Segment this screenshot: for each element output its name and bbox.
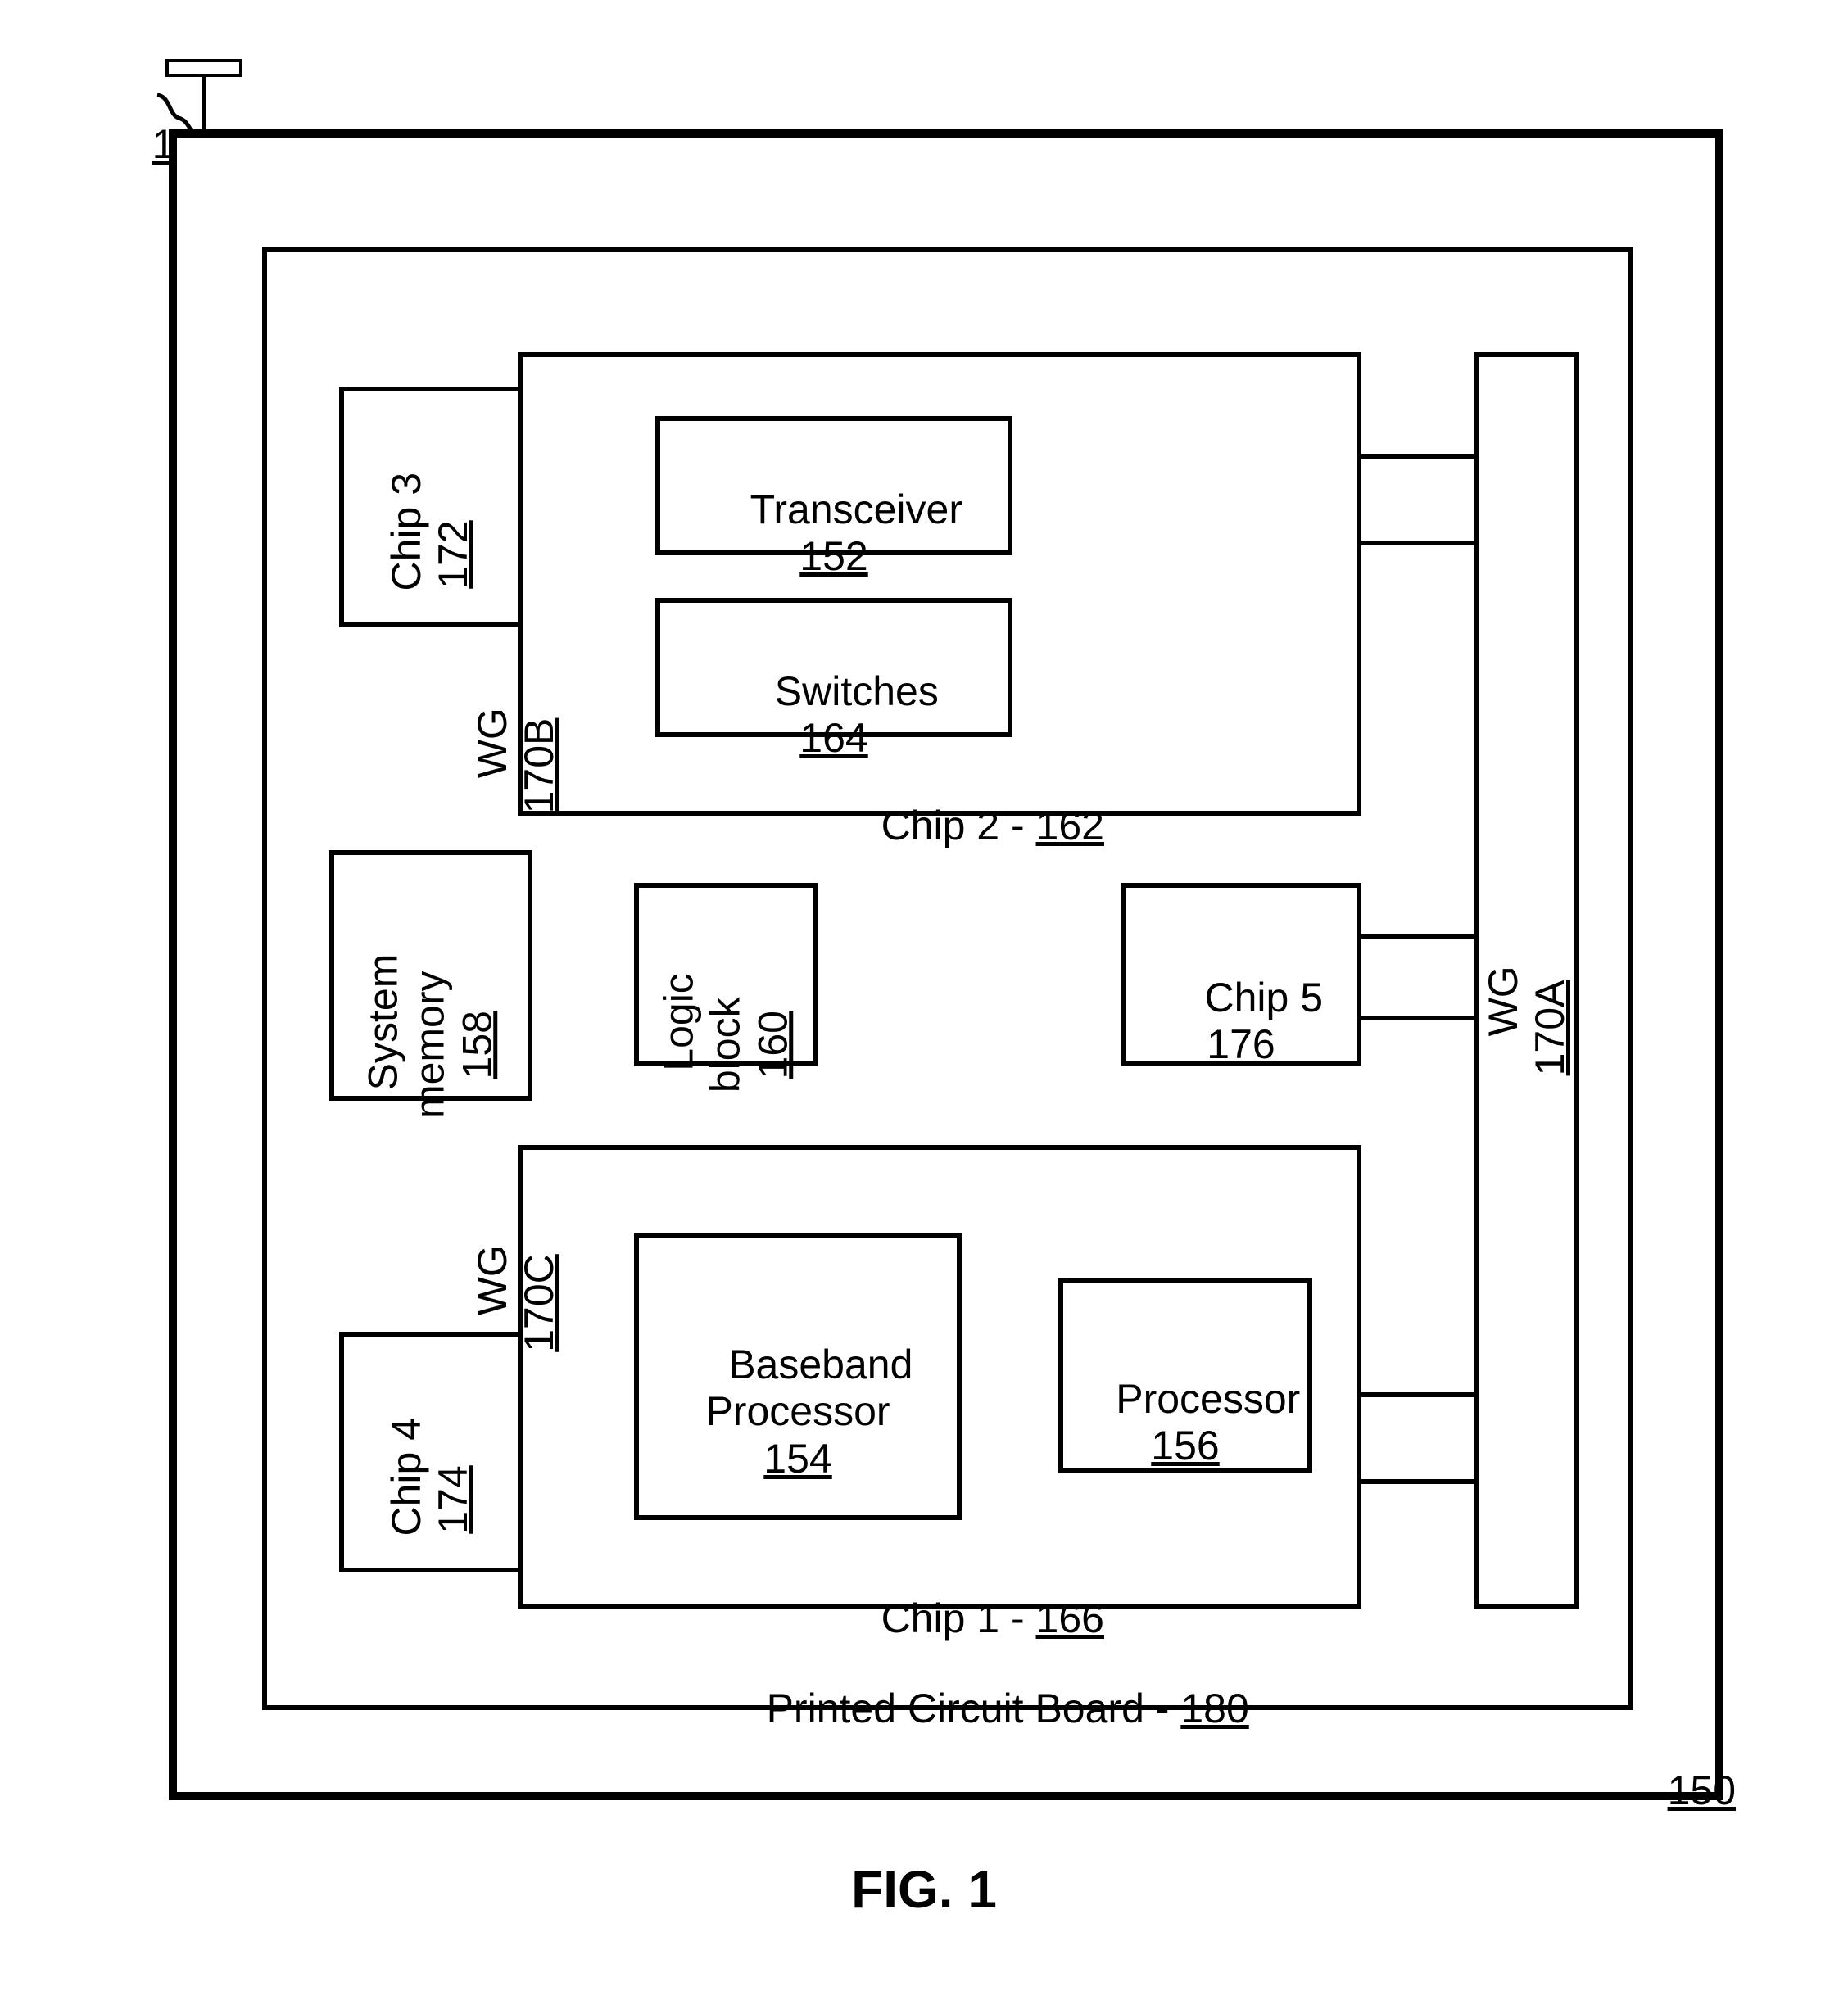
conn-chip1-wga-bot: [1361, 1479, 1474, 1484]
antenna-top: [165, 59, 242, 77]
figure-caption: FIG. 1: [0, 1859, 1848, 1920]
conn-chip2-wga-top: [1361, 454, 1474, 459]
logic-label: Logic block160: [608, 953, 844, 1137]
antenna-stem: [202, 74, 206, 138]
wg-a-label: WG170A: [1433, 974, 1621, 1082]
outer-ref: 150: [1622, 1720, 1736, 1862]
page: 151 150 Printed Circuit Board - 180 Chip…: [0, 0, 1848, 1991]
conn-chip5-wga-top: [1361, 934, 1474, 939]
chip1-label: Chip 1 - 166: [836, 1548, 1049, 1690]
sysmem-label: System memory158: [312, 920, 548, 1170]
chip4-label: Chip 4174: [336, 1379, 524, 1620]
conn-chip5-wga-bot: [1361, 1016, 1474, 1020]
wg-c-label: WG170C: [422, 1197, 610, 1410]
wg-b-label: WG170B: [422, 659, 610, 872]
chip3-label: Chip 3172: [336, 434, 524, 675]
chip5-label: Chip 5176: [1121, 927, 1361, 1115]
processor-label: Processor156: [1058, 1328, 1312, 1517]
switches-label: Switches164: [655, 621, 1012, 809]
conn-chip1-wga-top: [1361, 1392, 1474, 1397]
conn-chip2-wga-bot: [1361, 541, 1474, 545]
baseband-label: Baseband Processor154: [634, 1294, 962, 1530]
